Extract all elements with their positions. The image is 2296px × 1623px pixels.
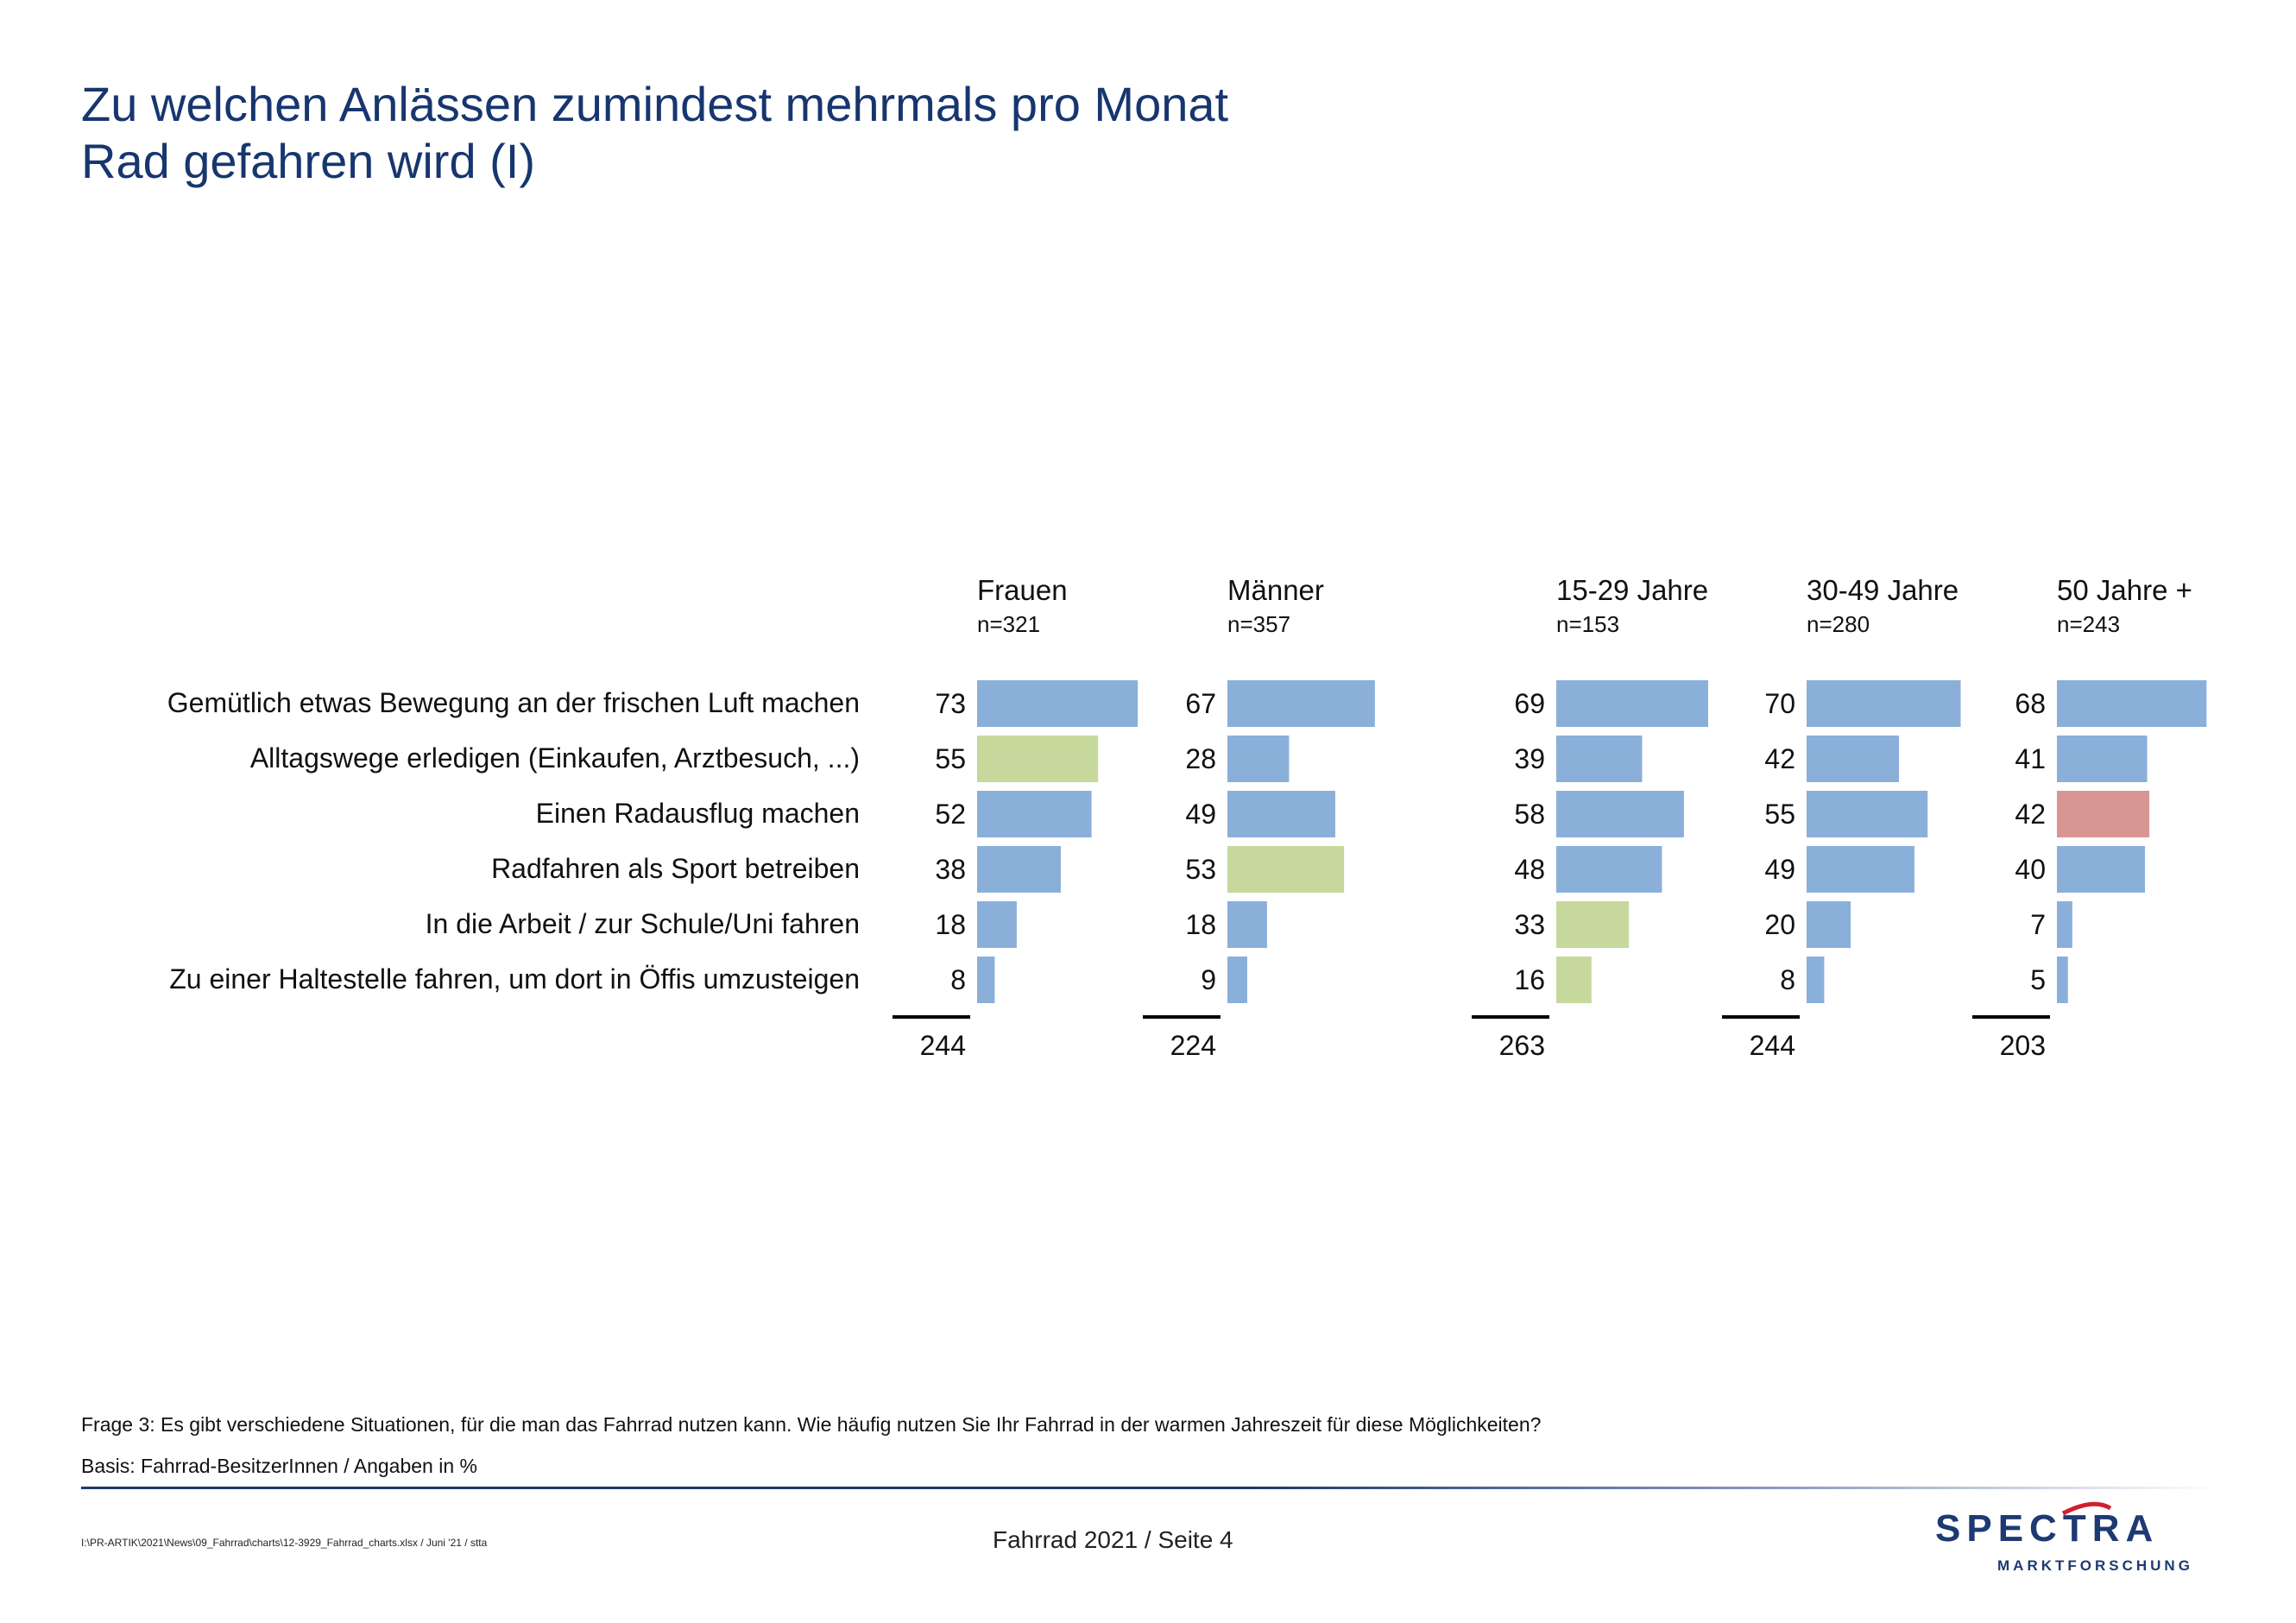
data-label: 42 xyxy=(2015,799,2046,830)
slide-title: Zu welchen Anlässen zumindest mehrmals p… xyxy=(81,76,1228,190)
category-label: Einen Radausflug machen xyxy=(536,798,860,829)
bar xyxy=(2057,957,2068,1003)
bar xyxy=(1807,957,1825,1003)
total-label: 203 xyxy=(2000,1030,2046,1061)
bar xyxy=(1807,680,1961,727)
series-sample-size: n=280 xyxy=(1807,611,1870,637)
total-label: 244 xyxy=(1750,1030,1795,1061)
data-label: 41 xyxy=(2015,743,2046,774)
bar xyxy=(1556,957,1592,1003)
bar xyxy=(1227,736,1290,782)
data-label: 7 xyxy=(2030,909,2046,940)
category-label: Zu einer Haltestelle fahren, um dort in … xyxy=(169,963,860,995)
data-label: 53 xyxy=(1185,854,1216,885)
category-label: In die Arbeit / zur Schule/Uni fahren xyxy=(426,908,860,939)
data-label: 42 xyxy=(1764,743,1795,774)
data-label: 38 xyxy=(935,854,966,885)
category-label: Radfahren als Sport betreiben xyxy=(491,853,860,884)
series-header: Männer xyxy=(1227,574,1324,606)
bar xyxy=(1227,846,1345,893)
footnote-basis: Basis: Fahrrad-BesitzerInnen / Angaben i… xyxy=(81,1455,477,1477)
series-header: 15-29 Jahre xyxy=(1556,574,1708,606)
bar xyxy=(1227,957,1247,1003)
data-label: 48 xyxy=(1514,854,1545,885)
data-label: 70 xyxy=(1764,688,1795,719)
data-label: 49 xyxy=(1764,854,1795,885)
logo-subline: MARKTFORSCHUNG xyxy=(1997,1557,2193,1574)
bar xyxy=(2057,791,2150,837)
series-sample-size: n=357 xyxy=(1227,611,1290,637)
slide-title-line-1: Zu welchen Anlässen zumindest mehrmals p… xyxy=(81,77,1229,131)
bar xyxy=(1227,901,1267,948)
page-info: Fahrrad 2021 / Seite 4 xyxy=(993,1526,1233,1553)
data-label: 28 xyxy=(1185,743,1216,774)
bar xyxy=(1227,680,1375,727)
data-label: 5 xyxy=(2030,964,2046,995)
slide-title-line-2: Rad gefahren wird (I) xyxy=(81,134,536,188)
footer-divider xyxy=(81,1487,2222,1489)
data-label: 69 xyxy=(1514,688,1545,719)
series-sample-size: n=243 xyxy=(2057,611,2120,637)
spectra-logo: SPECTRA MARKTFORSCHUNG xyxy=(1935,1501,2193,1574)
data-label: 49 xyxy=(1185,799,1216,830)
data-label: 55 xyxy=(935,743,966,774)
data-label: 20 xyxy=(1764,909,1795,940)
total-label: 244 xyxy=(920,1030,966,1061)
data-label: 8 xyxy=(1780,964,1795,995)
data-label: 8 xyxy=(950,964,966,995)
data-label: 33 xyxy=(1514,909,1545,940)
data-label: 39 xyxy=(1514,743,1545,774)
category-label: Gemütlich etwas Bewegung an der frischen… xyxy=(167,687,860,718)
logo-swoosh-icon xyxy=(2061,1501,2112,1516)
bar xyxy=(977,736,1099,782)
bar xyxy=(2057,736,2148,782)
data-label: 9 xyxy=(1201,964,1216,995)
series-header: 50 Jahre + xyxy=(2057,574,2192,606)
data-label: 67 xyxy=(1185,688,1216,719)
file-path: I:\PR-ARTIK\2021\News\09_Fahrrad\charts\… xyxy=(81,1537,488,1549)
series-header: Frauen xyxy=(977,574,1068,606)
bar xyxy=(2057,680,2207,727)
bar-chart: Gemütlich etwas Bewegung an der frischen… xyxy=(167,574,2207,1061)
bar xyxy=(1807,901,1851,948)
bar xyxy=(1556,901,1630,948)
bar xyxy=(1807,846,1914,893)
data-label: 73 xyxy=(935,688,966,719)
data-label: 16 xyxy=(1514,964,1545,995)
bar xyxy=(1227,791,1335,837)
bar xyxy=(1556,680,1708,727)
bar xyxy=(977,846,1061,893)
data-label: 18 xyxy=(1185,909,1216,940)
total-label: 263 xyxy=(1499,1030,1545,1061)
bar xyxy=(977,791,1092,837)
data-label: 18 xyxy=(935,909,966,940)
bar xyxy=(977,957,995,1003)
total-label: 224 xyxy=(1170,1030,1216,1061)
logo-wordmark: SPECTRA xyxy=(1935,1507,2159,1550)
data-label: 68 xyxy=(2015,688,2046,719)
bar xyxy=(1556,791,1684,837)
data-label: 52 xyxy=(935,799,966,830)
data-label: 58 xyxy=(1514,799,1545,830)
bar xyxy=(1807,791,1928,837)
footnote-question: Frage 3: Es gibt verschiedene Situatione… xyxy=(81,1413,1542,1436)
series-sample-size: n=153 xyxy=(1556,611,1619,637)
category-label: Alltagswege erledigen (Einkaufen, Arztbe… xyxy=(250,742,860,774)
series-sample-size: n=321 xyxy=(977,611,1040,637)
bar xyxy=(977,680,1139,727)
bar xyxy=(2057,846,2145,893)
data-label: 40 xyxy=(2015,854,2046,885)
bar xyxy=(1807,736,1900,782)
series-header: 30-49 Jahre xyxy=(1807,574,1959,606)
bar xyxy=(977,901,1017,948)
bar xyxy=(2057,901,2072,948)
data-label: 55 xyxy=(1764,799,1795,830)
bar xyxy=(1556,846,1662,893)
bar xyxy=(1556,736,1643,782)
